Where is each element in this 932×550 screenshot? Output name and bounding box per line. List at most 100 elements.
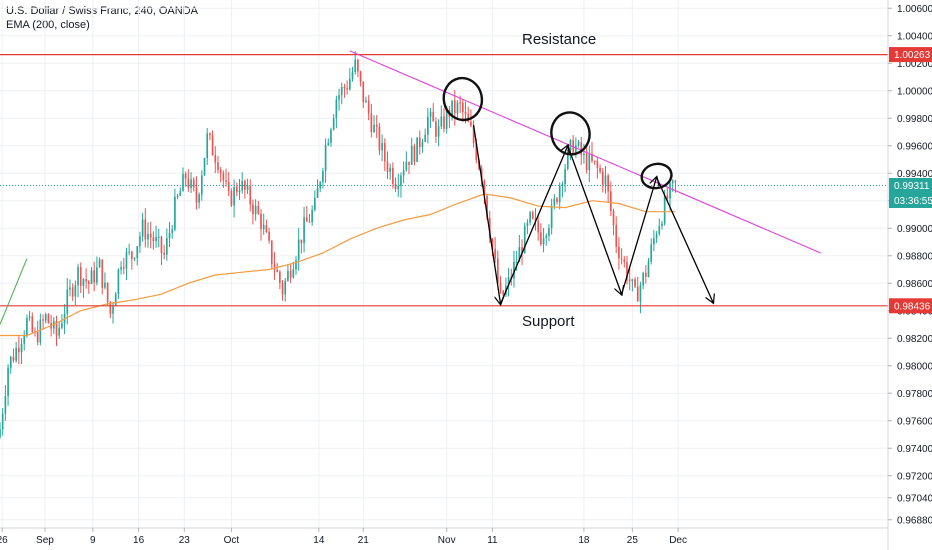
zigzag-arrow (499, 146, 568, 305)
candle-body (389, 167, 392, 172)
candle-body (351, 72, 354, 79)
candle-body (620, 258, 623, 260)
candle-body (335, 99, 338, 119)
candle-body (445, 109, 448, 129)
candle-body (179, 191, 182, 196)
candle-body (628, 279, 631, 282)
zigzag-arrow (567, 145, 622, 295)
candle-body (502, 290, 505, 295)
candle-body (270, 240, 273, 265)
candle-body (176, 195, 179, 197)
legend-indicator: EMA (200, close) (6, 19, 90, 31)
candle-body (647, 261, 650, 277)
candle-body (467, 114, 470, 122)
candle-body (615, 225, 618, 247)
resistance-trendline (349, 50, 821, 254)
current-price-badge (889, 177, 932, 193)
candle-body (77, 267, 79, 286)
candle-body (550, 205, 553, 229)
candle-body (566, 149, 569, 169)
candle-body (332, 118, 335, 130)
candle-body (631, 279, 634, 282)
candle-body (182, 173, 184, 192)
candle-body (233, 186, 235, 206)
candle-body (0, 429, 1, 438)
candle-body (636, 286, 639, 302)
left-trendline (0, 258, 28, 325)
candle-body (265, 225, 268, 232)
candle-body (593, 160, 596, 162)
candle-body (31, 316, 34, 332)
candle-body (642, 272, 644, 286)
price-tick-label: 0.98000 (897, 361, 932, 372)
candle-body (340, 86, 343, 96)
time-tick-label: 14 (313, 535, 325, 546)
candle-body (66, 289, 69, 314)
price-tick-label: 0.98800 (897, 251, 932, 262)
candle-body (227, 181, 230, 191)
price-axis[interactable]: 1.00600 1.00400 1.00200 1.00000 0.99800 0.996… (887, 0, 932, 550)
current-price-badge-text: 0.99311 (894, 181, 930, 192)
time-tick-label: 9 (90, 535, 96, 546)
time-tick-label: 23 (179, 535, 191, 546)
zigzag-arrow (620, 177, 657, 295)
candle-body (472, 125, 475, 143)
candle-body (375, 124, 378, 127)
candle-body (295, 259, 297, 270)
time-axis[interactable]: 26 Sep 9 16 23 Oct 14 21 Nov 11 18 25 Dec (0, 527, 888, 546)
candle-body (537, 220, 540, 233)
time-tick-label: 11 (487, 535, 498, 546)
time-tick-label: 21 (358, 535, 370, 546)
candle-body (612, 210, 615, 226)
candle-body (128, 251, 130, 253)
candle-body (147, 233, 149, 240)
candle-body (453, 100, 456, 114)
candle-body (112, 305, 114, 314)
candle-body (109, 301, 112, 314)
candle-body (583, 153, 585, 156)
candle-body (308, 221, 311, 223)
candle-body (42, 319, 44, 321)
candle-body (7, 367, 9, 397)
candle-body (405, 161, 408, 171)
candle-body (1, 413, 4, 430)
candle-body (23, 335, 26, 344)
time-tick-label: Oct (224, 535, 240, 546)
candle-body (494, 248, 496, 259)
candle-body (669, 183, 671, 199)
candle-body (359, 71, 362, 82)
candle-body (287, 270, 289, 281)
candle-body (166, 238, 168, 255)
candle-body (284, 280, 287, 295)
ema-line (0, 193, 676, 337)
drawings-layer (0, 50, 888, 325)
highlight-circle (550, 111, 591, 156)
candle-body (98, 259, 101, 268)
candle-body (400, 175, 402, 186)
candle-body (160, 236, 163, 253)
candle-body (71, 287, 74, 297)
candle-body (55, 321, 58, 336)
candle-body (311, 209, 313, 223)
countdown-badge-text: 03:36:55 (894, 196, 932, 207)
candle-body (184, 173, 187, 179)
price-tick-label: 0.99000 (897, 224, 932, 235)
candle-body (20, 343, 23, 353)
candle-body (429, 111, 432, 117)
candle-body (12, 356, 15, 361)
candle-body (141, 219, 144, 237)
price-tick-label: 0.97200 (897, 471, 932, 482)
price-tick-label: 0.99800 (897, 114, 932, 125)
candle-body (139, 236, 141, 247)
support-price-badge (889, 298, 932, 314)
candle-body (424, 134, 426, 142)
zigzag-arrow (655, 177, 714, 302)
candle-body (548, 228, 550, 236)
candle-body (381, 143, 383, 151)
candle-body (661, 223, 663, 227)
candle-body (397, 185, 400, 190)
price-tick-label: 1.00200 (897, 59, 932, 70)
candle-body (618, 246, 620, 259)
candle-body (521, 247, 523, 253)
